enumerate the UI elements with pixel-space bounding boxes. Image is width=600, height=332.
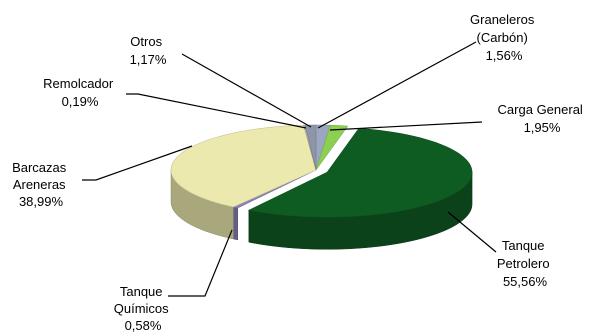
leader-lines [82,41,497,297]
label-carga-general: Carga General 1,95% [498,102,587,135]
leader-line-2 [447,211,497,253]
slice-side-3 [233,206,239,241]
slice-carga-general [315,124,349,171]
leader-line-0 [317,41,477,129]
label-tanque-quimicos: Tanque Químicos 0,58% [114,284,173,332]
slice-tanque-petrolero [247,128,473,218]
label-tanque-petrolero: Tanque Petrolero 55,56% [497,238,553,289]
label-remolcador: Remolcador 0,19% [43,76,117,109]
leader-line-3 [168,229,233,297]
slice-barcazas-areneras [170,124,317,208]
slices-layer [170,124,473,250]
label-graneleros: Graneleros (Carbón) 1,56% [470,12,538,63]
leader-line-4 [82,145,193,181]
label-barcazas-areneras: Barcazas Areneras 38,99% [12,160,70,209]
leader-line-1 [329,121,483,131]
slice-otros [304,124,317,171]
label-otros: Otros 1,17% [130,34,167,67]
leader-line-5 [126,93,307,129]
leader-line-6 [181,53,312,128]
